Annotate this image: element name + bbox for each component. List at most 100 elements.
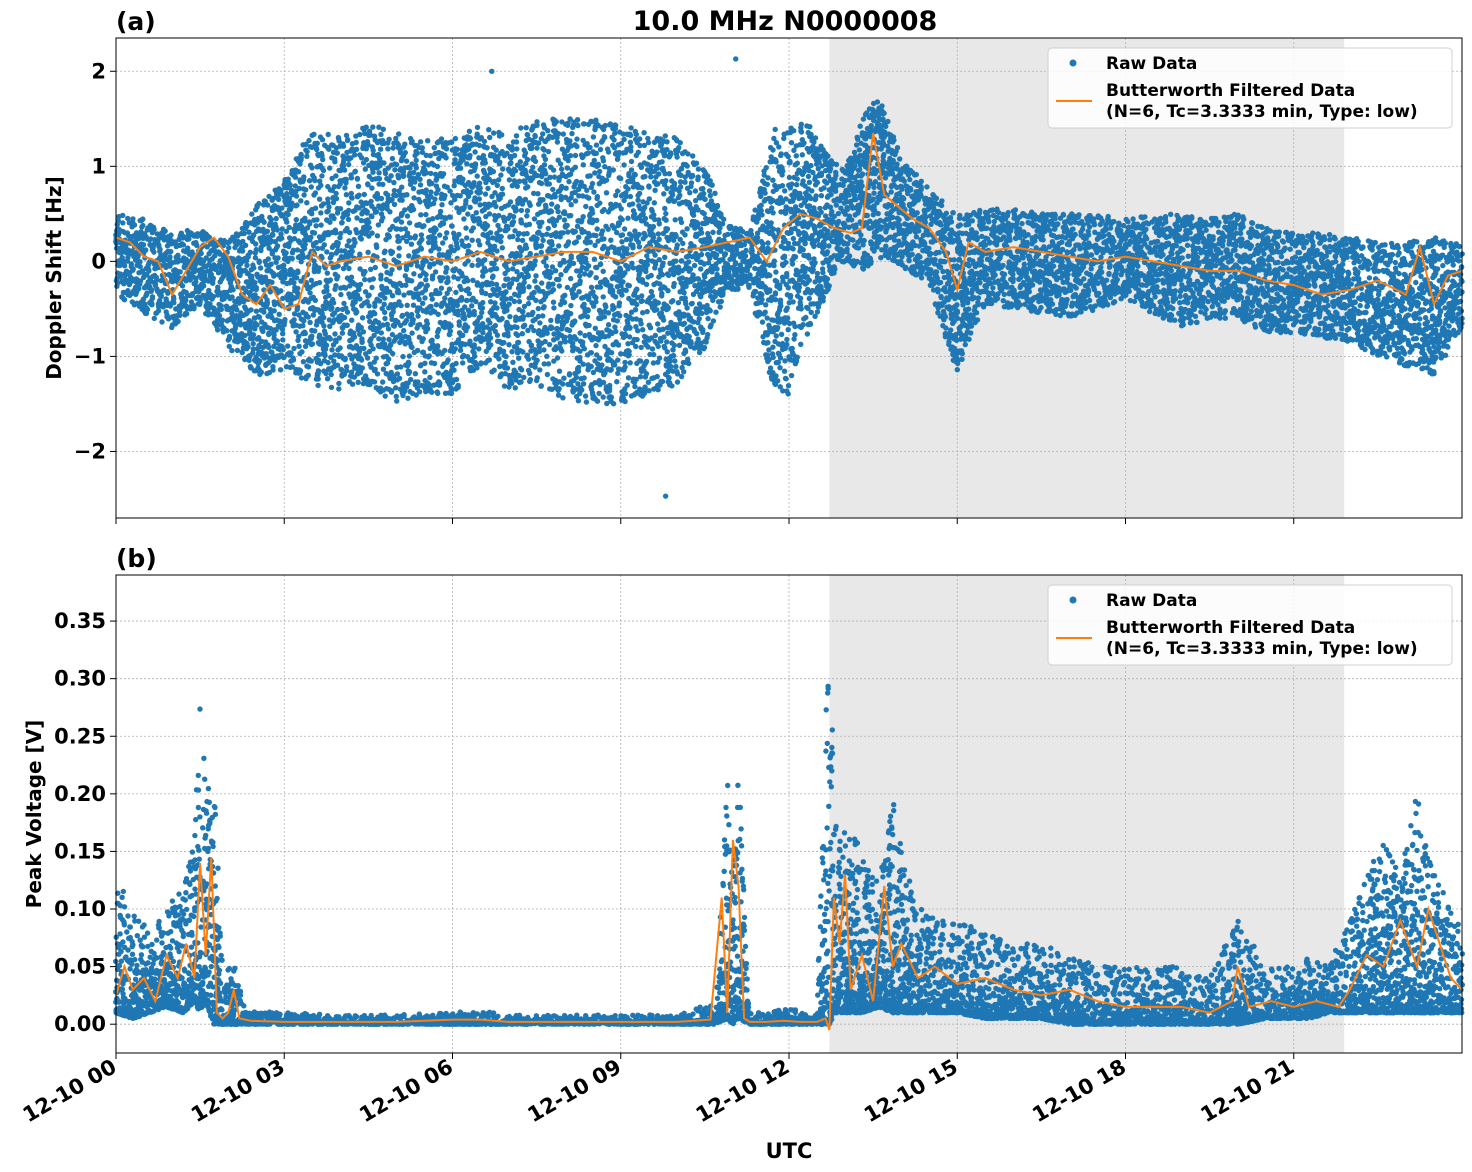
raw-data-point xyxy=(224,328,230,334)
raw-data-point xyxy=(314,146,320,153)
raw-data-point xyxy=(342,355,348,361)
raw-data-point xyxy=(682,232,688,238)
raw-data-point xyxy=(322,352,328,359)
raw-data-point xyxy=(646,388,652,394)
raw-data-point xyxy=(130,266,136,272)
raw-data-point xyxy=(300,323,306,329)
raw-data-point xyxy=(628,148,634,154)
raw-data-point xyxy=(341,300,347,307)
raw-data-point xyxy=(215,284,221,290)
raw-data-point xyxy=(206,287,212,294)
raw-data-point xyxy=(302,330,308,337)
raw-data-point xyxy=(168,232,174,238)
raw-data-point xyxy=(320,156,326,163)
raw-data-point xyxy=(382,295,388,301)
raw-data-point xyxy=(157,246,163,252)
raw-data-point xyxy=(315,368,322,374)
raw-data-point xyxy=(266,193,272,200)
raw-data-point xyxy=(633,343,639,350)
raw-data-point xyxy=(353,139,359,146)
raw-data-point xyxy=(405,359,412,365)
raw-data-point xyxy=(264,299,270,306)
raw-data-point xyxy=(184,311,190,317)
raw-data-point xyxy=(624,246,630,252)
raw-data-point xyxy=(167,303,173,309)
raw-data-point xyxy=(444,265,450,272)
raw-data-point xyxy=(135,252,141,259)
raw-data-point xyxy=(471,353,478,359)
raw-data-point xyxy=(589,210,596,216)
raw-data-point xyxy=(396,375,403,382)
raw-data-point xyxy=(565,157,571,164)
raw-data-point xyxy=(330,300,337,306)
raw-data-point xyxy=(389,293,396,299)
raw-data-point xyxy=(276,311,282,317)
raw-data-point xyxy=(168,248,174,255)
raw-data-point xyxy=(380,379,386,385)
raw-data-point xyxy=(346,229,353,236)
raw-data-point xyxy=(324,270,330,276)
raw-data-point xyxy=(492,322,499,329)
raw-data-point xyxy=(560,230,566,236)
raw-data-point xyxy=(511,298,518,305)
raw-data-point xyxy=(526,221,533,227)
raw-data-point xyxy=(306,178,313,184)
raw-data-point xyxy=(305,314,311,320)
raw-data-point xyxy=(472,149,478,155)
raw-data-point xyxy=(516,230,522,237)
raw-data-point xyxy=(518,367,525,373)
raw-data-point xyxy=(435,187,441,193)
raw-data-point xyxy=(391,201,398,208)
raw-data-point xyxy=(494,332,501,338)
raw-data-point xyxy=(558,193,564,200)
raw-data-point xyxy=(382,248,388,254)
raw-data-point xyxy=(527,250,533,257)
raw-data-point xyxy=(600,268,606,274)
raw-data-point xyxy=(487,335,494,341)
raw-data-point xyxy=(419,236,425,243)
raw-data-point xyxy=(294,290,301,296)
raw-data-point xyxy=(455,384,461,390)
raw-data-point xyxy=(425,326,431,332)
raw-data-point xyxy=(409,278,415,284)
raw-data-point xyxy=(197,301,203,307)
raw-data-point xyxy=(544,371,551,378)
raw-data-point xyxy=(435,311,441,317)
raw-data-point xyxy=(326,292,332,299)
raw-data-point xyxy=(271,308,277,314)
raw-data-point xyxy=(348,190,354,197)
raw-data-point xyxy=(443,146,450,152)
raw-data-point xyxy=(603,177,610,183)
raw-data-point xyxy=(478,360,484,366)
raw-data-point xyxy=(467,338,473,344)
raw-data-point xyxy=(612,130,618,136)
raw-data-point xyxy=(560,395,566,401)
raw-data-point xyxy=(527,377,534,383)
raw-data-point xyxy=(659,378,666,385)
raw-data-point xyxy=(414,347,421,354)
raw-data-point xyxy=(582,393,589,399)
raw-data-point xyxy=(382,309,388,316)
raw-data-point xyxy=(140,222,146,229)
raw-data-point xyxy=(301,318,307,324)
raw-data-point xyxy=(568,275,574,282)
raw-data-point xyxy=(423,211,429,218)
raw-data-point xyxy=(619,292,625,298)
raw-data-point xyxy=(415,379,421,385)
raw-data-point xyxy=(474,173,480,179)
raw-data-point xyxy=(557,161,564,167)
raw-data-point xyxy=(256,258,262,264)
raw-data-point xyxy=(512,168,519,174)
raw-data-point xyxy=(306,137,312,144)
raw-data-point xyxy=(556,214,563,220)
raw-data-point xyxy=(337,345,343,351)
raw-data-point xyxy=(140,242,147,248)
raw-data-point xyxy=(321,314,327,321)
raw-data-point xyxy=(214,327,221,333)
raw-data-point xyxy=(531,216,538,222)
raw-data-point xyxy=(377,146,384,152)
raw-data-point xyxy=(593,150,599,156)
raw-data-point xyxy=(171,300,177,306)
raw-data-point xyxy=(193,279,199,285)
raw-data-point xyxy=(121,263,128,269)
